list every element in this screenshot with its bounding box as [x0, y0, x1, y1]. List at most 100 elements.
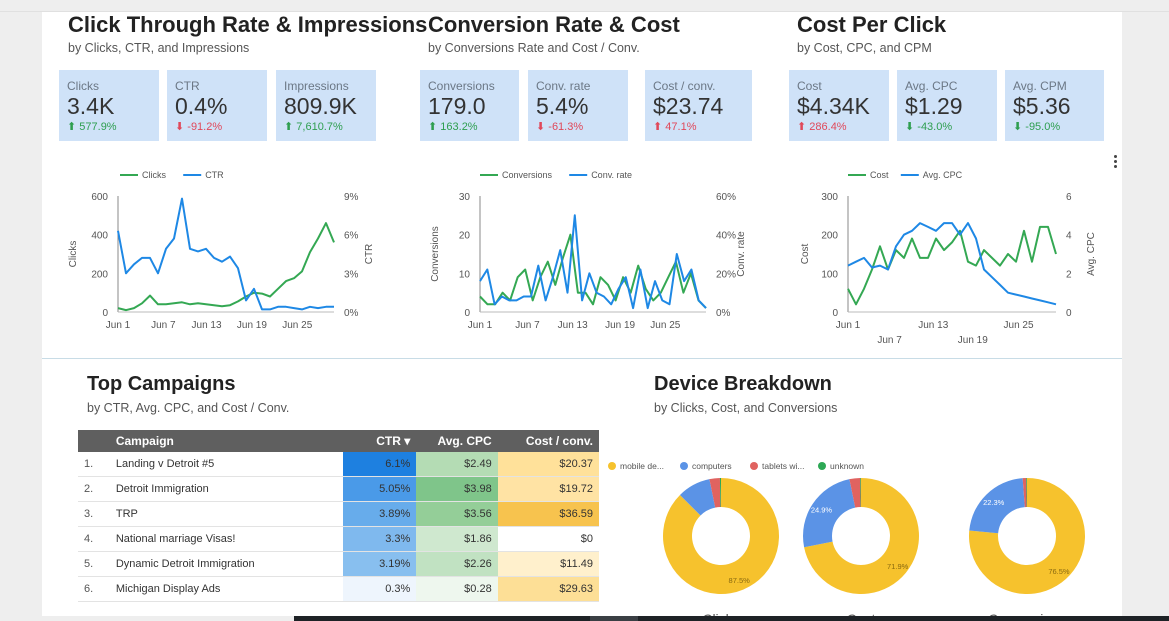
- table-header-campaign[interactable]: Campaign: [109, 430, 343, 452]
- kpi-card-conversions[interactable]: Conversions 179.0 ⬆ 163.2%: [420, 70, 519, 141]
- arrow-up-icon: ⬆: [653, 121, 663, 133]
- donut-slice-computers: [803, 479, 856, 548]
- arrow-down-icon: ⬇: [175, 121, 185, 133]
- kpi-value: 179.0: [428, 93, 486, 119]
- kpi-card-impressions[interactable]: Impressions 809.9K ⬆ 7,610.7%: [276, 70, 376, 141]
- cpc-cell: $0.28: [416, 576, 498, 602]
- table-header-ctr[interactable]: CTR ▾: [342, 430, 417, 452]
- table-header-avg-cpc[interactable]: Avg. CPC: [416, 430, 498, 452]
- y2-axis-title: Avg. CPC: [1086, 232, 1097, 276]
- arrow-down-icon: ⬇: [536, 121, 546, 133]
- donut-slice-mobile-de-: [804, 478, 919, 594]
- kpi-label: Impressions: [284, 79, 349, 93]
- donut-percent-label: 87.5%: [729, 576, 751, 585]
- cost-conv-cell: $29.63: [497, 576, 599, 602]
- campaign-name: National marriage Visas!: [109, 526, 343, 552]
- legend-label: Conv. rate: [591, 170, 632, 180]
- bottom-scrollbar[interactable]: [294, 616, 1169, 621]
- donut-title: Conversions: [988, 611, 1066, 616]
- y2-tick-label: 6: [1066, 192, 1072, 203]
- x-tick-label: Jun 13: [918, 320, 948, 331]
- section-subtitle-conversion: by Conversions Rate and Cost / Conv.: [428, 41, 640, 55]
- kpi-change-value: -95.0%: [1025, 121, 1061, 133]
- y-tick-label: 400: [91, 231, 108, 242]
- y2-tick-label: 0: [1066, 308, 1072, 319]
- section-subtitle-ctr: by Clicks, CTR, and Impressions: [68, 41, 250, 55]
- y-tick-label: 200: [821, 231, 838, 242]
- kpi-card-clicks[interactable]: Clicks 3.4K ⬆ 577.9%: [59, 70, 159, 141]
- cpc-cell: $3.56: [416, 501, 498, 527]
- table-header-cost-conv[interactable]: Cost / conv.: [497, 430, 599, 452]
- kpi-change: ⬇ -61.3%: [536, 120, 583, 133]
- cpc-cell: $2.49: [416, 452, 498, 477]
- x-tick-label: Jun 1: [836, 320, 861, 331]
- row-index: 6.: [78, 576, 110, 602]
- x-tick-label: Jun 25: [650, 320, 680, 331]
- kpi-value: 809.9K: [284, 93, 357, 119]
- kpi-card-cost[interactable]: Cost $4.34K ⬆ 286.4%: [789, 70, 889, 141]
- ctr-cell: 3.19%: [342, 551, 417, 577]
- y-tick-label: 0: [832, 308, 838, 319]
- y2-tick-label: 9%: [344, 192, 359, 203]
- legend-dot-1: [680, 462, 688, 470]
- kpi-card-cost-per-conv[interactable]: Cost / conv. $23.74 ⬆ 47.1%: [645, 70, 752, 141]
- device-breakdown-charts[interactable]: mobile de... computers tablets wi... unknow…: [602, 442, 1122, 616]
- donut-slice-tablets-wi-: [709, 478, 721, 508]
- table-row[interactable]: 2. Detroit Immigration 5.05% $3.98 $19.7…: [78, 476, 599, 502]
- kpi-value: $5.36: [1013, 93, 1071, 119]
- y2-axis-title: CTR: [364, 244, 375, 265]
- kpi-label: Avg. CPM: [1013, 79, 1067, 93]
- x-tick-label: Jun 7: [877, 335, 902, 346]
- donut-percent-label: 22.3%: [983, 498, 1005, 507]
- kpi-change: ⬇ -95.0%: [1013, 120, 1060, 133]
- kpi-card-ctr[interactable]: CTR 0.4% ⬇ -91.2%: [167, 70, 267, 141]
- campaign-name: Landing v Detroit #5: [109, 452, 343, 477]
- donut-slice-unknown: [719, 478, 721, 508]
- legend-dot-0: [608, 462, 616, 470]
- series-line-clicks: [117, 222, 335, 312]
- arrow-up-icon: ⬆: [67, 121, 77, 133]
- clicks-ctr-chart[interactable]: Clicks CTR 0 200 400 600 0% 3% 6% 9% Clicks CTR Jun …: [62, 164, 382, 336]
- conversions-convrate-chart[interactable]: Conversions Conv. rate 0 10 20 30 0% 20% 40% 60% C…: [424, 164, 744, 336]
- table-row[interactable]: 6. Michigan Display Ads 0.3% $0.28 $29.6…: [78, 576, 599, 602]
- kpi-value: 0.4%: [175, 93, 228, 119]
- kpi-card-avg-cpm[interactable]: Avg. CPM $5.36 ⬇ -95.0%: [1005, 70, 1104, 141]
- x-tick-label: Jun 1: [468, 320, 493, 331]
- series-line-ctr: [117, 197, 334, 311]
- cpc-cell: $1.86: [416, 526, 498, 552]
- y2-tick-label: 6%: [344, 231, 359, 242]
- donut-percent-label: 76.5%: [1048, 567, 1070, 576]
- donut-slice-unknown: [860, 478, 861, 508]
- cost-conv-cell: $0: [497, 526, 599, 552]
- cost-cpc-chart[interactable]: Cost Avg. CPC 0 100 200 300 0 2 4 6 Cost Avg. CPC Ju…: [794, 164, 1114, 349]
- legend-label: computers: [692, 461, 732, 471]
- top-divider: [0, 11, 1169, 12]
- section-subtitle-cpc: by Cost, CPC, and CPM: [797, 41, 932, 55]
- legend-label: mobile de...: [620, 461, 664, 471]
- table-row[interactable]: 5. Dynamic Detroit Immigration 3.19% $2.…: [78, 551, 599, 577]
- table-header-index: [78, 430, 110, 452]
- kpi-change-value: 163.2%: [440, 121, 478, 133]
- kpi-change-value: -61.3%: [548, 121, 584, 133]
- table-header-row: Campaign CTR ▾ Avg. CPC Cost / conv.: [78, 430, 599, 452]
- kpi-label: Cost: [797, 79, 822, 93]
- donut-slice-tablets-wi-: [849, 478, 861, 508]
- table-row[interactable]: 1. Landing v Detroit #5 6.1% $2.49 $20.3…: [78, 452, 599, 477]
- ctr-cell: 6.1%: [342, 452, 417, 477]
- kpi-change: ⬆ 47.1%: [653, 120, 696, 133]
- table-row[interactable]: 4. National marriage Visas! 3.3% $1.86 $…: [78, 526, 599, 552]
- table-row[interactable]: 3. TRP 3.89% $3.56 $36.59: [78, 501, 599, 527]
- kpi-label: Avg. CPC: [905, 79, 958, 93]
- cost-conv-cell: $11.49: [497, 551, 599, 577]
- kpi-value: $4.34K: [797, 93, 870, 119]
- kpi-card-avg-cpc[interactable]: Avg. CPC $1.29 ⬇ -43.0%: [897, 70, 997, 141]
- more-options-icon[interactable]: [1112, 154, 1118, 170]
- scrollbar-thumb[interactable]: [590, 616, 638, 621]
- series-line-avg-cpc: [847, 222, 1057, 306]
- y2-tick-label: 2: [1066, 269, 1072, 280]
- legend-label: unknown: [830, 461, 864, 471]
- kpi-card-conv-rate[interactable]: Conv. rate 5.4% ⬇ -61.3%: [528, 70, 628, 141]
- kpi-label: Clicks: [67, 79, 99, 93]
- kpi-change-value: 47.1%: [665, 121, 697, 133]
- y-tick-label: 300: [821, 192, 838, 203]
